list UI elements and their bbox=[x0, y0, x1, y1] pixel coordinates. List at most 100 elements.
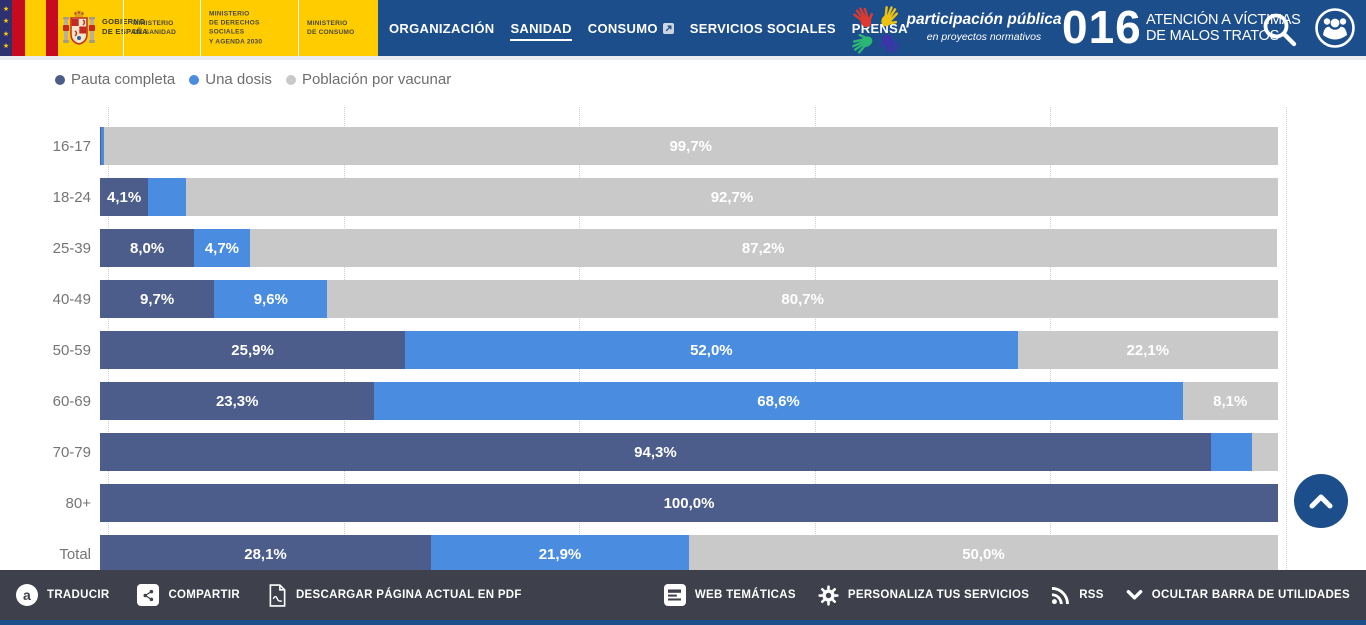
bar-segment[interactable]: 87,2% bbox=[249, 229, 1277, 267]
chart: 16-17 99,7% 18-24 4,1% 92,7% 25-39 8,0% 4,7% 87,… bbox=[0, 107, 1366, 573]
legend-label: Población por vacunar bbox=[301, 71, 452, 88]
bar-18-24: 4,1% 92,7% bbox=[100, 178, 1278, 216]
legend-item[interactable]: Población por vacunar bbox=[285, 71, 452, 88]
bar-value-label: 28,1% bbox=[244, 545, 287, 563]
bar-value-label: 68,6% bbox=[757, 392, 800, 410]
share-button[interactable]: COMPARTIR bbox=[137, 584, 240, 606]
nav-sanidad[interactable]: SANIDAD bbox=[510, 21, 572, 41]
bar-segment[interactable]: 92,7% bbox=[185, 178, 1278, 216]
row-label: 18-24 bbox=[52, 188, 91, 206]
chart-row: 50-59 25,9% 52,0% 22,1% bbox=[0, 331, 1366, 369]
bar-value-label: 92,7% bbox=[710, 188, 754, 206]
bar-segment[interactable]: 8,0% bbox=[100, 229, 195, 267]
bar-value-label: 22,1% bbox=[1126, 341, 1170, 359]
chart-rows: 16-17 99,7% 18-24 4,1% 92,7% 25-39 8,0% 4,7% 87,… bbox=[0, 127, 1366, 586]
legend-dot bbox=[189, 74, 200, 85]
row-label: 40-49 bbox=[52, 290, 91, 308]
bar-segment[interactable]: 99,7% bbox=[103, 127, 1278, 165]
bar-segment[interactable] bbox=[1252, 433, 1278, 471]
chart-row: 70-79 94,3% bbox=[0, 433, 1366, 471]
bar-value-label: 23,3% bbox=[215, 392, 259, 410]
chart-row: 18-24 4,1% 92,7% bbox=[0, 178, 1366, 216]
bar-value-label: 87,2% bbox=[741, 239, 785, 257]
hotline-016-label: ATENCIÓN A VÍCTIMAS DE MALOS TRATOS bbox=[1146, 12, 1301, 44]
bar-segment[interactable]: 9,7% bbox=[100, 280, 215, 318]
bar-16-17: 99,7% bbox=[100, 127, 1278, 165]
legend-label: Pauta completa bbox=[71, 71, 176, 88]
gear-icon bbox=[818, 584, 839, 606]
eu-flag-stripe: ★ ★ ★ ★ bbox=[0, 0, 12, 56]
chart-row: 16-17 99,7% bbox=[0, 127, 1366, 165]
personaliza-servicios-button[interactable]: PERSONALIZA TUS SERVICIOS bbox=[818, 584, 1029, 606]
bar-60-69: 23,3% 68,6% 8,1% bbox=[100, 382, 1278, 420]
bar-segment[interactable]: 25,9% bbox=[100, 331, 406, 369]
bar-value-label: 4,1% bbox=[107, 188, 142, 206]
bar-segment[interactable] bbox=[1210, 433, 1253, 471]
nav-organizacion[interactable]: ORGANIZACIÓN bbox=[389, 20, 495, 36]
nav-consumo[interactable]: CONSUMO bbox=[588, 21, 674, 36]
row-label: 60-69 bbox=[52, 392, 91, 410]
search-icon[interactable] bbox=[1260, 10, 1298, 48]
legend-item[interactable]: Pauta completa bbox=[55, 71, 175, 88]
chevron-down-icon bbox=[1126, 589, 1143, 600]
participacion-publica-banner[interactable]: participación pública en proyectos norma… bbox=[906, 11, 1062, 43]
external-link-icon bbox=[662, 22, 674, 34]
header-divider bbox=[0, 56, 1366, 60]
gridline bbox=[1286, 107, 1287, 570]
bar-segment[interactable]: 50,0% bbox=[688, 535, 1278, 573]
spain-coat-of-arms-icon bbox=[63, 10, 95, 45]
row-label: 70-79 bbox=[52, 443, 91, 461]
translate-button[interactable]: a TRADUCIR bbox=[16, 584, 109, 606]
flag-red-stripe bbox=[12, 0, 25, 56]
bar-50-59: 25,9% 52,0% 22,1% bbox=[100, 331, 1278, 369]
bar-40-49: 9,7% 9,6% 80,7% bbox=[100, 280, 1278, 318]
bar-segment[interactable] bbox=[148, 178, 186, 216]
bar-segment[interactable] bbox=[101, 127, 104, 165]
footer-strip bbox=[0, 620, 1366, 625]
legend-dot bbox=[55, 74, 65, 85]
user-group-icon[interactable] bbox=[1314, 7, 1356, 49]
bar-segment[interactable]: 21,9% bbox=[431, 535, 689, 573]
rss-icon bbox=[1051, 586, 1070, 604]
bar-value-label: 94,3% bbox=[634, 443, 677, 461]
bar-segment[interactable]: 22,1% bbox=[1017, 331, 1278, 369]
rss-button[interactable]: RSS bbox=[1051, 586, 1104, 605]
legend-item[interactable]: Una dosis bbox=[189, 71, 272, 88]
flag-red-stripe bbox=[46, 0, 58, 56]
bar-value-label: 52,0% bbox=[690, 341, 733, 359]
download-pdf-button[interactable]: DESCARGAR PÁGINA ACTUAL EN PDF bbox=[268, 583, 522, 607]
bar-segment[interactable]: 23,3% bbox=[100, 382, 375, 420]
bar-segment[interactable]: 4,7% bbox=[194, 229, 250, 267]
row-label: 80+ bbox=[65, 494, 91, 512]
bar-segment[interactable]: 8,1% bbox=[1182, 382, 1278, 420]
bar-value-label: 9,7% bbox=[140, 290, 175, 308]
bar-value-label: 9,6% bbox=[253, 290, 288, 308]
row-label: 50-59 bbox=[52, 341, 91, 359]
legend-dot bbox=[285, 74, 296, 85]
utility-toolbar: a TRADUCIR COMPARTIR bbox=[0, 570, 1366, 620]
bar-25-39: 8,0% 4,7% 87,2% bbox=[100, 229, 1278, 267]
bar-value-label: 8,0% bbox=[130, 239, 165, 257]
chart-row: Total 28,1% 21,9% 50,0% bbox=[0, 535, 1366, 573]
government-logo[interactable]: ★★★★ GOBIERNO DE ESPAÑA bbox=[0, 0, 378, 56]
bar-segment[interactable]: 80,7% bbox=[327, 280, 1278, 318]
scroll-to-top-button[interactable] bbox=[1294, 474, 1348, 528]
bar-segment[interactable]: 94,3% bbox=[100, 433, 1211, 471]
chart-row: 80+ 100,0% bbox=[0, 484, 1366, 522]
web-tematicas-button[interactable]: WEB TEMÁTICAS bbox=[663, 584, 796, 606]
nav-servicios-sociales[interactable]: SERVICIOS SOCIALES bbox=[689, 20, 836, 36]
bar-value-label: 99,7% bbox=[669, 137, 713, 155]
hotline-016-number[interactable]: 016 bbox=[1062, 1, 1142, 53]
bar-segment[interactable]: 9,6% bbox=[214, 280, 328, 318]
bar-segment[interactable]: 68,6% bbox=[374, 382, 1183, 420]
chart-row: 25-39 8,0% 4,7% 87,2% bbox=[0, 229, 1366, 267]
bar-segment[interactable]: 28,1% bbox=[100, 535, 432, 573]
bar-segment[interactable] bbox=[100, 127, 102, 165]
bar-segment[interactable]: 100,0% bbox=[100, 484, 1278, 522]
row-label: 25-39 bbox=[52, 239, 91, 257]
bar-segment[interactable]: 52,0% bbox=[405, 331, 1018, 369]
ocultar-barra-button[interactable]: OCULTAR BARRA DE UTILIDADES bbox=[1126, 589, 1350, 601]
row-label: Total bbox=[59, 545, 91, 563]
bar-segment[interactable]: 4,1% bbox=[100, 178, 149, 216]
chevron-up-icon bbox=[1309, 494, 1333, 509]
